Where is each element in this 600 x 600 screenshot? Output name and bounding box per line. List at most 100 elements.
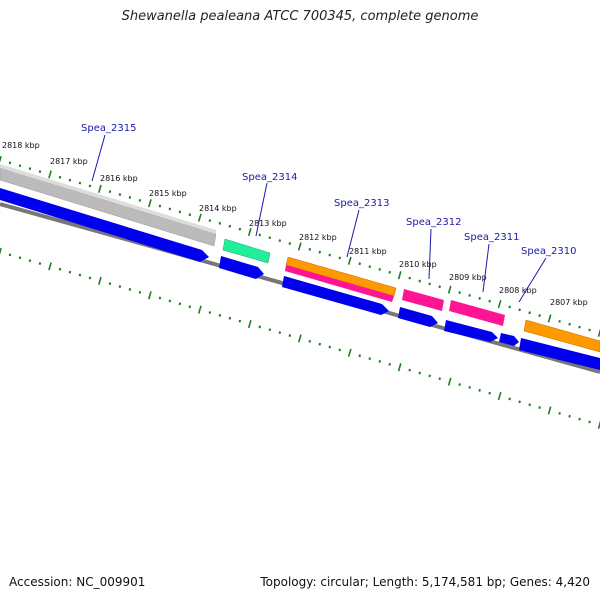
minor-tick xyxy=(468,294,471,297)
minor-tick xyxy=(338,256,342,260)
gene-feature[interactable] xyxy=(519,338,600,370)
minor-tick xyxy=(468,386,471,389)
genome-title: Shewanella pealeana ATCC 700345, complet… xyxy=(121,9,479,24)
minor-tick xyxy=(258,325,262,329)
minor-tick xyxy=(188,213,192,217)
minor-tick xyxy=(238,319,242,323)
gene-feature[interactable] xyxy=(222,238,271,264)
minor-tick xyxy=(328,345,332,349)
gene-feature[interactable] xyxy=(499,333,519,346)
gene-label-spea-2311[interactable]: Spea_2311 xyxy=(464,232,519,243)
gene-label-spea-2310[interactable]: Spea_2310 xyxy=(521,246,576,257)
minor-tick xyxy=(378,360,382,363)
minor-tick xyxy=(118,193,122,196)
minor-tick xyxy=(208,219,212,222)
major-tick xyxy=(347,348,352,357)
minor-tick xyxy=(478,388,481,392)
minor-tick xyxy=(88,276,92,280)
minor-tick xyxy=(18,164,22,168)
gene-feature[interactable] xyxy=(523,319,600,353)
major-tick xyxy=(447,377,452,386)
major-tick xyxy=(347,256,352,265)
scale-label: 2814 kbp xyxy=(199,204,237,213)
minor-tick xyxy=(508,305,511,309)
scale-label: 2813 kbp xyxy=(249,219,287,228)
minor-tick xyxy=(578,325,581,329)
minor-tick xyxy=(388,362,392,366)
minor-tick xyxy=(158,296,162,300)
scale-label: 2816 kbp xyxy=(100,174,138,183)
genome-stats-label: Topology: circular; Length: 5,174,581 bp… xyxy=(260,575,590,589)
minor-tick xyxy=(568,414,571,418)
minor-tick xyxy=(278,239,282,243)
minor-tick xyxy=(228,316,232,320)
outer-tick-track xyxy=(0,155,600,337)
major-tick xyxy=(197,305,202,314)
minor-tick xyxy=(268,328,272,332)
gene-feature[interactable] xyxy=(449,300,505,326)
scale-labels: 2818 kbp 2817 kbp 2816 kbp 2815 kbp 2814… xyxy=(2,141,588,307)
scale-label: 2810 kbp xyxy=(399,260,437,269)
gene-feature[interactable] xyxy=(282,276,389,315)
gene-label-spea-2312[interactable]: Spea_2312 xyxy=(406,217,461,228)
minor-tick xyxy=(58,267,62,271)
scale-label: 2809 kbp xyxy=(449,273,487,282)
gene-label-spea-2314[interactable]: Spea_2314 xyxy=(242,172,297,183)
minor-tick xyxy=(558,319,561,323)
minor-tick xyxy=(288,334,292,337)
minor-tick xyxy=(68,178,72,182)
gene-feature[interactable] xyxy=(0,188,209,262)
minor-tick xyxy=(208,311,212,314)
scale-label: 2812 kbp xyxy=(299,233,337,242)
gene-feature[interactable] xyxy=(219,256,264,279)
leader-line xyxy=(91,134,106,182)
minor-tick xyxy=(308,339,312,343)
scale-label: 2817 kbp xyxy=(50,157,88,166)
minor-tick xyxy=(288,242,292,245)
minor-tick xyxy=(278,331,282,335)
major-tick xyxy=(98,276,102,285)
minor-tick xyxy=(8,161,12,165)
minor-tick xyxy=(488,391,491,395)
minor-tick xyxy=(118,285,122,288)
minor-tick xyxy=(408,368,411,372)
minor-tick xyxy=(368,357,372,361)
minor-tick xyxy=(138,290,142,294)
minor-tick xyxy=(318,250,322,254)
gene-feature[interactable] xyxy=(402,289,444,311)
gene-label-spea-2313[interactable]: Spea_2313 xyxy=(334,198,389,209)
minor-tick xyxy=(68,270,72,274)
minor-tick xyxy=(408,276,411,280)
minor-tick xyxy=(568,322,571,326)
major-tick xyxy=(148,199,152,208)
minor-tick xyxy=(108,190,112,194)
gene-labels: Spea_2315 Spea_2314 Spea_2313 Spea_2312 … xyxy=(81,123,576,257)
gene-feature[interactable] xyxy=(0,164,216,234)
gene-feature[interactable] xyxy=(285,265,394,302)
minor-tick xyxy=(128,288,132,291)
minor-tick xyxy=(138,198,142,202)
minor-tick xyxy=(38,170,42,173)
minor-tick xyxy=(108,282,112,286)
major-tick xyxy=(48,170,52,179)
minor-tick xyxy=(228,224,232,228)
minor-tick xyxy=(128,196,132,199)
minor-tick xyxy=(518,400,521,404)
minor-tick xyxy=(588,328,591,332)
minor-tick xyxy=(418,371,421,375)
inner-tick-track xyxy=(0,247,600,429)
accession-label: Accession: NC_009901 xyxy=(9,575,146,589)
leader-line xyxy=(255,182,268,237)
minor-tick xyxy=(8,253,12,257)
gene-label-spea-2315[interactable]: Spea_2315 xyxy=(81,123,136,134)
gene-feature[interactable] xyxy=(398,307,438,327)
gene-feature[interactable] xyxy=(444,320,498,342)
minor-tick xyxy=(488,299,491,303)
minor-tick xyxy=(88,184,92,188)
major-tick xyxy=(197,213,202,222)
leader-line xyxy=(482,243,490,293)
minor-tick xyxy=(418,279,421,283)
minor-tick xyxy=(528,403,531,407)
minor-tick xyxy=(318,342,322,346)
minor-tick xyxy=(508,397,511,401)
